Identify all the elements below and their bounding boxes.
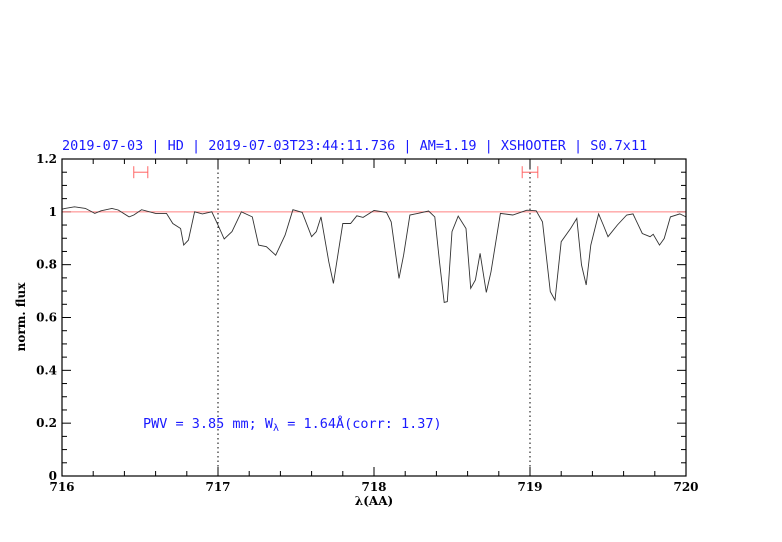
plot-frame [61, 158, 687, 477]
y-tick-label: 0.2 [36, 416, 57, 430]
x-axis-label: λ(AA) [355, 494, 393, 508]
y-tick-label: 1 [49, 205, 57, 219]
y-tick-label: 0.8 [36, 258, 57, 272]
range-marker [133, 166, 149, 179]
annotation-suffix: = 1.64Å(corr: 1.37) [279, 415, 442, 432]
y-tick-labels: 0 0.2 0.4 0.6 0.8 1 1.2 [36, 152, 57, 483]
x-tick-label: 718 [361, 480, 386, 494]
y-tick-label: 0.6 [36, 311, 57, 325]
range-marker [521, 166, 539, 179]
annotation-prefix: PWV = 3.85 mm; W [143, 416, 274, 432]
spectrum-line [61, 206, 687, 303]
x-tick-label: 720 [673, 480, 698, 494]
y-tick-label: 0 [49, 469, 57, 483]
annotation-subscript: λ [273, 423, 279, 434]
x-tick-label: 719 [517, 480, 542, 494]
y-tick-label: 0.4 [36, 363, 57, 377]
x-tick-label: 717 [205, 480, 230, 494]
x-tick-labels: 716 717 718 719 720 [49, 480, 698, 494]
chart-title: 2019-07-03 | HD | 2019-07-03T23:44:11.73… [62, 138, 647, 154]
y-axis-label: norm. flux [14, 282, 28, 352]
markers [62, 159, 686, 476]
x-tick-label: 716 [49, 480, 74, 494]
pwv-annotation: PWV = 3.85 mm; Wλ = 1.64Å(corr: 1.37) [143, 415, 442, 434]
y-tick-label: 1.2 [36, 152, 57, 166]
